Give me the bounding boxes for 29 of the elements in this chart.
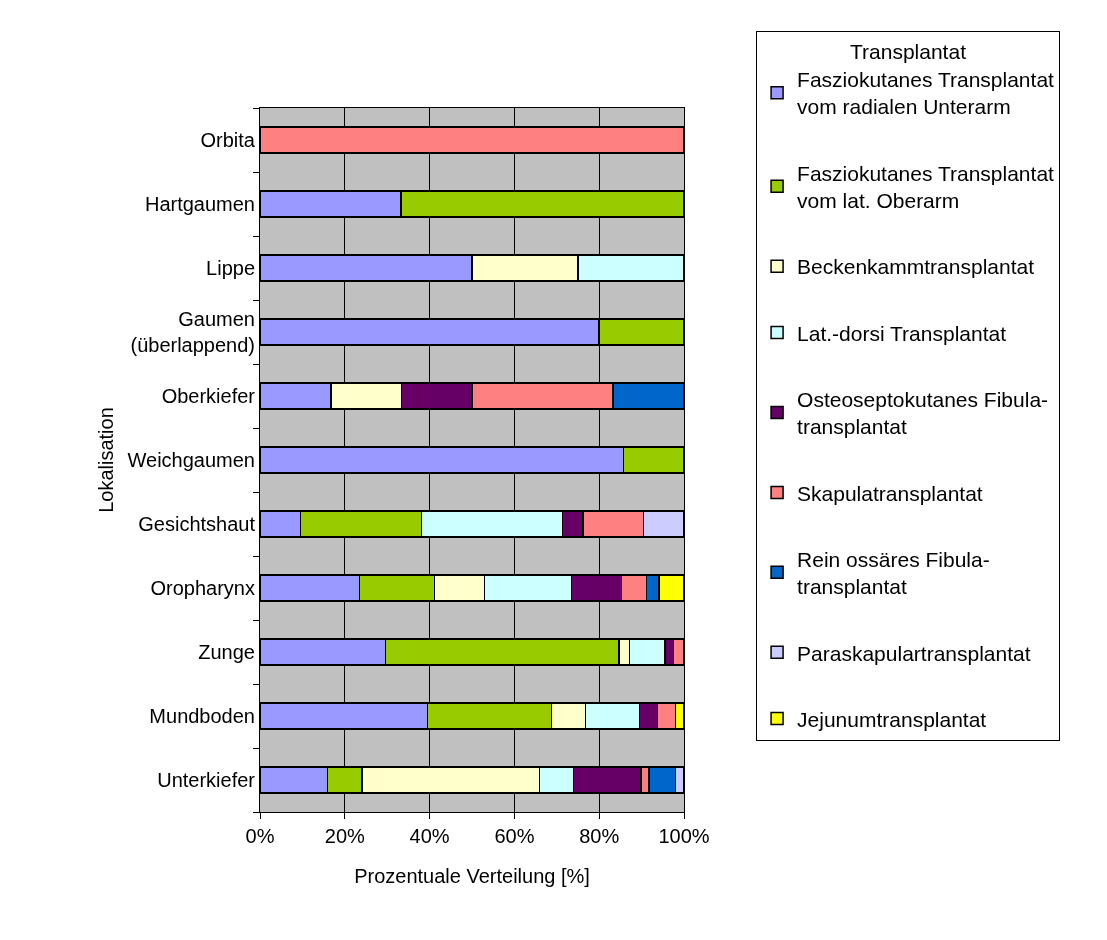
y-axis-title: Lokalisation: [95, 407, 118, 513]
y-tick-label: Oropharynx: [150, 577, 255, 599]
legend-label: Fasziokutanes Transplantat vom lat. Oberarm: [797, 161, 1055, 213]
x-tick-label: 0%: [245, 825, 275, 847]
legend-label: Fasziokutanes Transplantat vom radialen Unterarm: [797, 68, 1055, 119]
legend-label: Osteoseptokutanes Fibula-transplantat: [797, 388, 1049, 439]
x-axis-title: Prozentuale Verteilung [%]: [354, 864, 590, 887]
x-tick-label: 40%: [409, 825, 450, 847]
y-tick-label: Gaumen (überlappend): [130, 308, 255, 356]
x-tick-label: 80%: [579, 825, 620, 847]
y-tick-label: Hartgaumen: [144, 193, 255, 215]
legend-label: Jejunumtransplantat: [797, 707, 987, 731]
y-tick-label: Weichgaumen: [127, 449, 255, 471]
legend-label: Beckenkammtransplantat: [797, 255, 1035, 279]
y-tick-label: Mundboden: [149, 705, 255, 727]
legend-label: Lat.-dorsi Transplantat: [797, 321, 1007, 345]
y-tick-label: Gesichtshaut: [138, 513, 256, 535]
y-tick-label: Orbita: [200, 129, 256, 151]
legend-label: Paraskapulartransplantat: [797, 641, 1031, 665]
y-tick-label: Oberkiefer: [161, 385, 256, 407]
y-tick-label: Zunge: [198, 641, 255, 663]
x-tick-label: 60%: [494, 825, 535, 847]
y-tick-label: Lippe: [206, 257, 255, 279]
x-tick-label: 100%: [658, 825, 710, 847]
legend-title: Transplantat: [850, 39, 967, 63]
legend-label: Skapulatransplantat: [797, 481, 983, 505]
x-tick-label: 20%: [324, 825, 366, 847]
y-tick-label: Unterkiefer: [157, 769, 256, 791]
legend-label: Rein ossäres Fibula-transplantat: [797, 547, 990, 599]
